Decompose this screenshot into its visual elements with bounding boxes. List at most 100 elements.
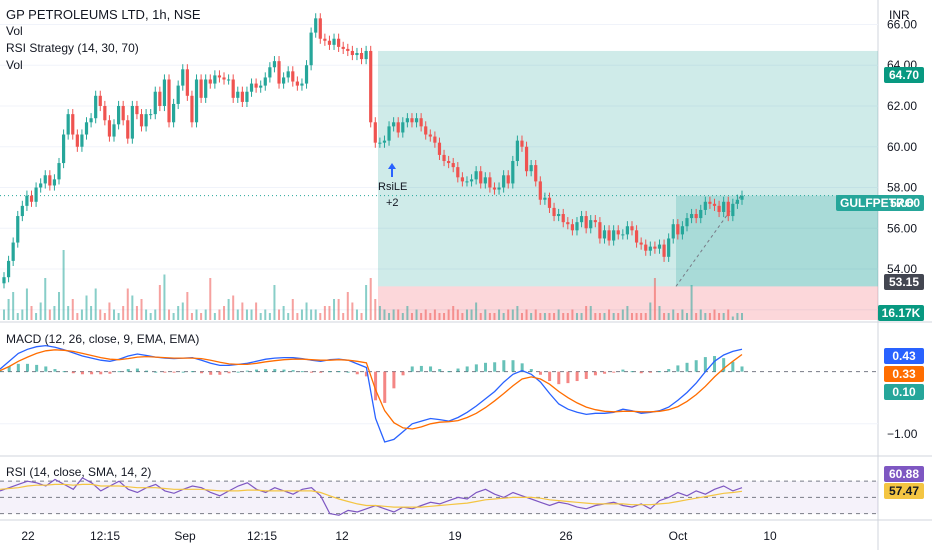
volume-bar — [342, 313, 345, 320]
candle-body — [680, 226, 685, 235]
candle-body — [84, 122, 89, 135]
candle-body — [520, 140, 524, 147]
volume-bar — [452, 306, 455, 320]
candle-body — [314, 18, 318, 33]
candle-body — [428, 134, 432, 137]
candle-body — [80, 134, 84, 147]
candle-body — [575, 222, 579, 231]
candle-body — [634, 230, 639, 243]
volume-bar — [213, 313, 216, 320]
candle-body — [199, 79, 203, 98]
entry-arrow-icon — [388, 163, 396, 178]
candle-body — [318, 18, 322, 39]
macd-histogram-bar — [90, 371, 94, 375]
candle-body — [382, 140, 387, 143]
volume-bar — [630, 313, 633, 320]
volume-bar — [667, 313, 670, 320]
volume-bar — [195, 309, 198, 320]
macd-histogram-bar — [456, 368, 460, 372]
volume-bar — [603, 313, 606, 320]
candle-body — [231, 79, 235, 98]
volume-bar — [438, 313, 441, 320]
price-tick-label: 58.00 — [887, 181, 917, 195]
candle-body — [295, 81, 299, 86]
macd-histogram-bar — [557, 371, 561, 385]
candle-body — [405, 118, 409, 123]
volume-bar — [177, 306, 180, 320]
volume-bar — [53, 306, 56, 320]
volume-bar — [410, 313, 413, 320]
candle-body — [249, 83, 254, 92]
candle-body — [419, 118, 423, 127]
candle-body — [103, 105, 107, 121]
candle-body — [731, 203, 735, 217]
volume-bar — [699, 309, 702, 320]
volume-bar — [314, 309, 317, 320]
volume-bar — [305, 302, 308, 320]
volume-legend[interactable]: Vol — [6, 24, 23, 38]
volume-bar — [571, 309, 574, 320]
volume-bar — [383, 309, 386, 320]
macd-histogram-bar — [209, 371, 213, 375]
volume-bar — [488, 313, 491, 320]
volume-bar — [507, 309, 510, 320]
volume-bar — [470, 309, 473, 320]
macd-histogram-bar — [502, 360, 506, 372]
volume-bar — [543, 313, 546, 320]
macd-histogram-bar — [676, 365, 680, 372]
macd-histogram-bar — [99, 371, 103, 375]
macd-histogram-bar — [621, 369, 625, 372]
candle-body — [204, 79, 208, 98]
lower-zone-price-tag: 53.15 — [884, 274, 924, 290]
volume-bar — [351, 302, 354, 320]
candle-body — [722, 201, 726, 212]
candle-body — [130, 105, 134, 139]
candle-body — [497, 187, 501, 190]
candle-body — [378, 142, 382, 144]
candle-body — [667, 238, 671, 257]
volume-bar — [397, 309, 400, 320]
candle-body — [116, 105, 121, 125]
volume-bar — [355, 309, 358, 320]
candle-body — [332, 38, 336, 45]
volume-bar — [264, 309, 267, 320]
volume-bar — [25, 288, 28, 320]
time-tick-label: 22 — [21, 529, 35, 543]
volume-legend-2[interactable]: Vol — [6, 58, 23, 72]
candle-body — [75, 134, 79, 147]
macd-histogram-bar — [25, 363, 29, 372]
volume-bar — [365, 285, 368, 320]
rsi-title[interactable]: RSI (14, close, SMA, 14, 2) — [6, 465, 152, 479]
macd-histogram-bar — [566, 371, 570, 384]
volume-bar — [612, 313, 615, 320]
macd-histogram-bar — [703, 357, 707, 372]
candle-body — [6, 260, 11, 278]
candle-body — [52, 179, 57, 186]
macd-histogram-bar — [300, 371, 304, 373]
candle-body — [616, 230, 620, 235]
entry-signal-label: RsiLE — [378, 181, 407, 193]
volume-bar — [493, 313, 496, 320]
macd-histogram-bar — [731, 361, 735, 372]
candle-body — [20, 205, 24, 217]
volume-bar — [580, 313, 583, 320]
time-tick-label: 12 — [335, 529, 349, 543]
macd-histogram-bar — [484, 362, 488, 372]
macd-title[interactable]: MACD (12, 26, close, 9, EMA, EMA) — [6, 332, 200, 346]
price-tick-label: 54.00 — [887, 262, 917, 276]
volume-bar — [287, 313, 290, 320]
strategy-legend[interactable]: RSI Strategy (14, 30, 70) — [6, 41, 139, 55]
candle-body — [653, 246, 657, 249]
volume-bar — [16, 313, 19, 320]
macd-histogram-bar — [438, 369, 442, 372]
macd-histogram-bar — [429, 366, 433, 372]
volume-bar — [278, 309, 281, 320]
volume-bar — [433, 309, 436, 320]
candle-body — [309, 32, 313, 66]
time-tick-label: 10 — [763, 529, 777, 543]
candle-body — [112, 124, 116, 137]
volume-bar — [465, 309, 468, 320]
volume-bar — [479, 313, 482, 320]
symbol-title[interactable]: GP PETROLEUMS LTD, 1h, NSE — [6, 7, 201, 22]
